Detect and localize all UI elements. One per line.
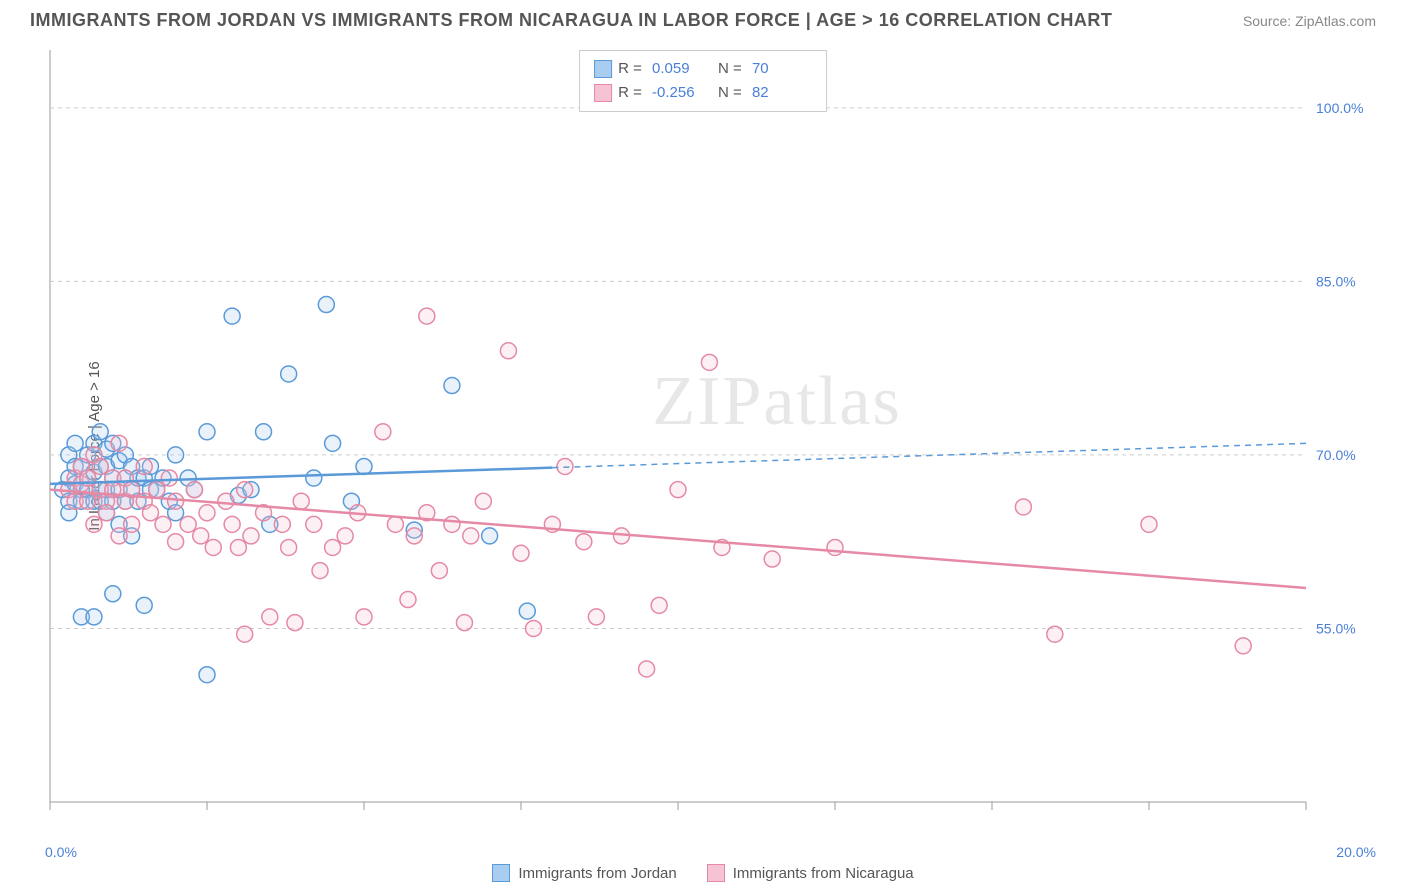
legend-swatch-icon	[492, 864, 510, 882]
n-value-nicaragua: 82	[752, 81, 812, 105]
x-min-label: 0.0%	[45, 844, 77, 860]
correlation-legend: R = 0.059 N = 70 R = -0.256 N = 82	[579, 50, 827, 112]
svg-text:100.0%: 100.0%	[1316, 100, 1363, 116]
n-value-jordan: 70	[752, 57, 812, 81]
legend-label-nicaragua: Immigrants from Nicaragua	[733, 865, 914, 882]
legend-swatch-icon	[707, 864, 725, 882]
legend-label-jordan: Immigrants from Jordan	[518, 865, 676, 882]
legend-row-jordan: R = 0.059 N = 70	[594, 57, 812, 81]
legend-swatch-jordan	[594, 60, 612, 78]
source-label: Source: ZipAtlas.com	[1243, 13, 1376, 29]
svg-text:85.0%: 85.0%	[1316, 273, 1356, 289]
scatter-chart-svg: 55.0% 70.0% 85.0% 100.0%	[45, 50, 1376, 832]
chart-area: 55.0%70.0%85.0%100.0% ZIPatlas	[45, 50, 1376, 832]
svg-text:70.0%: 70.0%	[1316, 447, 1356, 463]
legend-swatch-nicaragua	[594, 84, 612, 102]
r-value-nicaragua: -0.256	[652, 81, 712, 105]
chart-title: IMMIGRANTS FROM JORDAN VS IMMIGRANTS FRO…	[30, 10, 1112, 31]
legend-row-nicaragua: R = -0.256 N = 82	[594, 81, 812, 105]
x-max-label: 20.0%	[1336, 844, 1376, 860]
svg-text:55.0%: 55.0%	[1316, 620, 1356, 636]
header: IMMIGRANTS FROM JORDAN VS IMMIGRANTS FRO…	[0, 0, 1406, 36]
bottom-legend-jordan: Immigrants from Jordan	[492, 864, 676, 882]
r-value-jordan: 0.059	[652, 57, 712, 81]
x-axis-labels: 0.0% 20.0%	[45, 844, 1376, 860]
bottom-legend-nicaragua: Immigrants from Nicaragua	[707, 864, 914, 882]
bottom-legend: Immigrants from Jordan Immigrants from N…	[0, 864, 1406, 882]
